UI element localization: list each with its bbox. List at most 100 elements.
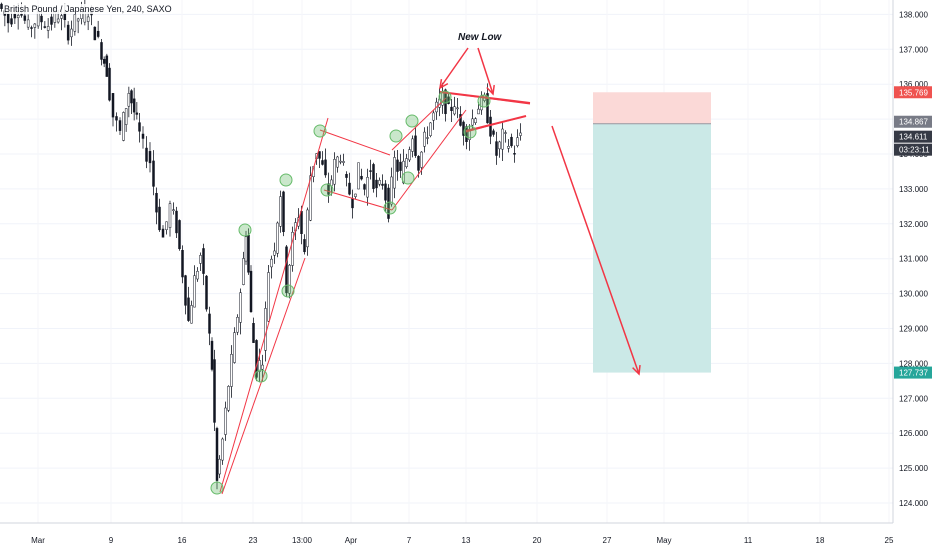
candle-body [261, 364, 264, 370]
candle-body [70, 28, 73, 38]
candle-body [450, 106, 453, 111]
candle-body [30, 27, 33, 29]
price-tag-label: 127.737 [899, 369, 928, 378]
candle-body [23, 15, 27, 21]
candle-body [363, 184, 366, 190]
candle-body [288, 264, 291, 294]
x-tick-label: 13:00 [292, 536, 313, 545]
candle-body [354, 193, 357, 197]
resistance-line [439, 91, 531, 104]
y-tick-label: 125.000 [899, 464, 928, 473]
candle-body [60, 15, 63, 19]
target-arrow [551, 125, 640, 375]
candle-body [76, 18, 80, 22]
candle-body [273, 250, 276, 256]
price-tag [894, 86, 932, 99]
chart-title: British Pound / Japanese Yen, 240, SAXO [4, 4, 172, 14]
candle-body [73, 14, 77, 32]
candle-body [247, 235, 250, 273]
price-tag-label: 134.867 [899, 118, 928, 127]
trend-line [219, 117, 329, 493]
candle-body [178, 220, 181, 250]
candle-body [145, 147, 148, 162]
price-tag-label: 03:23:11 [899, 146, 930, 155]
candle-body [43, 26, 47, 28]
y-tick-label: 129.000 [899, 325, 928, 334]
new-low-label: New Low [458, 32, 503, 43]
candle-body [20, 13, 23, 16]
candle-body [196, 271, 199, 280]
candle-body [420, 151, 423, 168]
pivot-marker [463, 125, 477, 139]
candle-body [213, 359, 216, 423]
x-tick-label: May [656, 536, 671, 545]
trend-drawings[interactable] [210, 47, 641, 495]
x-tick-label: 25 [885, 536, 894, 545]
candle-body [239, 292, 242, 323]
pivot-marker [279, 173, 293, 187]
candle-body [66, 24, 70, 41]
candle-body [384, 183, 387, 201]
candle-body [199, 255, 202, 264]
candle-body [168, 203, 172, 228]
candle-body [378, 180, 381, 185]
new-low-arrow-left [439, 47, 469, 89]
y-tick-label: 124.000 [899, 499, 928, 508]
candle-body [56, 18, 60, 23]
candle-body [193, 275, 196, 308]
y-tick-label: 132.000 [899, 220, 928, 229]
candle-body [210, 340, 214, 370]
candle-body [152, 160, 155, 187]
candle-body [318, 151, 321, 159]
candle-body [105, 55, 109, 77]
pivot-marker [389, 129, 403, 143]
candle-body [282, 191, 285, 233]
take-profit-zone [593, 123, 711, 373]
candle-body [172, 209, 175, 211]
candle-body [351, 198, 354, 209]
candle-body [13, 13, 17, 19]
candle-body [507, 146, 510, 149]
trade-position-box[interactable] [593, 92, 711, 373]
candle-body [40, 15, 43, 23]
pivot-marker [281, 284, 295, 298]
candle-body [233, 332, 236, 363]
candle-body [342, 161, 345, 163]
y-tick-label: 127.000 [899, 394, 928, 403]
candle-body [393, 157, 396, 189]
candle-body [510, 136, 513, 147]
candle-body [279, 196, 282, 227]
candle-body [258, 360, 261, 372]
trend-line [391, 97, 447, 151]
price-tag-label: 134.611 [899, 133, 928, 142]
candle-body [411, 138, 414, 152]
pivot-marker [313, 124, 327, 138]
x-tick-label: 13 [462, 536, 471, 545]
candle-body [387, 187, 390, 219]
candle-body [324, 159, 327, 176]
candle-body [270, 258, 273, 268]
candle-body [205, 275, 208, 310]
y-tick-label: 128.000 [899, 359, 928, 368]
candle-body [175, 210, 178, 234]
pivot-marker [238, 223, 252, 237]
x-tick-label: Apr [345, 536, 358, 545]
candle-body [148, 151, 152, 164]
candle-body [360, 175, 363, 180]
candle-body [459, 114, 462, 126]
candle-body [242, 258, 245, 285]
candle-body [236, 317, 239, 333]
price-tag [894, 366, 932, 379]
candle-body [429, 122, 432, 136]
candle-body [264, 308, 267, 351]
candle-body [130, 90, 133, 104]
candle-body [50, 16, 53, 25]
candle-body [6, 13, 10, 24]
price-tag-label: 135.769 [899, 88, 928, 97]
candle-body [215, 428, 219, 481]
candle-body [390, 176, 393, 205]
candle-body [495, 141, 498, 156]
candle-body [402, 160, 405, 184]
candle-body [138, 122, 141, 132]
